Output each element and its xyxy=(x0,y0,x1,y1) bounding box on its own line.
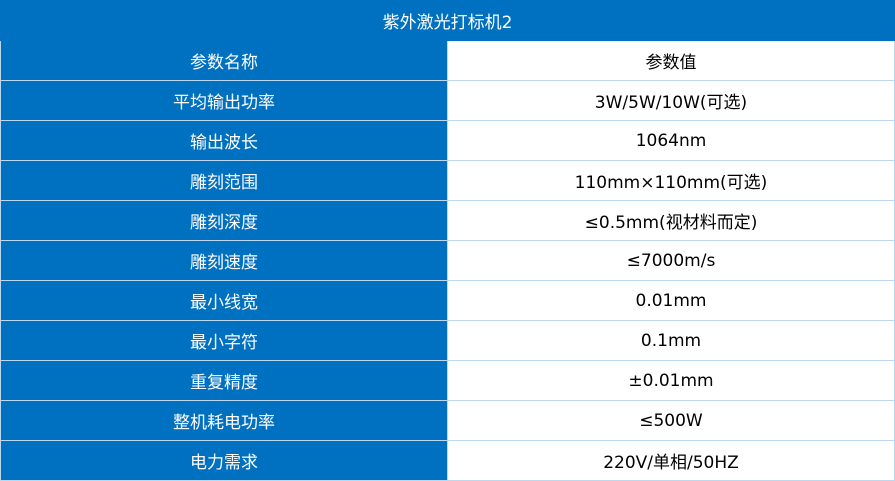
table-row: 最小线宽 0.01mm xyxy=(0,280,895,321)
param-value: ±0.01mm xyxy=(447,360,895,401)
table-row: 输出波长 1064nm xyxy=(0,120,895,161)
title-row: 紫外激光打标机2 xyxy=(0,0,895,41)
param-name: 雕刻范围 xyxy=(0,160,448,201)
param-value: ≤7000m/s xyxy=(447,240,895,281)
param-value: 1064nm xyxy=(447,120,895,161)
param-name: 雕刻深度 xyxy=(0,200,448,241)
header-row: 参数名称 参数值 xyxy=(0,40,895,81)
table-row: 雕刻深度 ≤0.5mm(视材料而定) xyxy=(0,200,895,241)
param-name: 平均输出功率 xyxy=(0,80,448,121)
table-row: 重复精度 ±0.01mm xyxy=(0,360,895,401)
table-row: 整机耗电功率 ≤500W xyxy=(0,400,895,441)
table-row: 平均输出功率 3W/5W/10W(可选) xyxy=(0,80,895,121)
param-name: 电力需求 xyxy=(0,440,448,481)
table-row: 电力需求 220V/单相/50HZ xyxy=(0,440,895,481)
param-value: ≤0.5mm(视材料而定) xyxy=(447,200,895,241)
table-row: 雕刻范围 110mm×110mm(可选) xyxy=(0,160,895,201)
param-value: 0.1mm xyxy=(447,320,895,361)
table-row: 雕刻速度 ≤7000m/s xyxy=(0,240,895,281)
param-value: 220V/单相/50HZ xyxy=(447,440,895,481)
header-name: 参数名称 xyxy=(0,40,448,81)
table-title: 紫外激光打标机2 xyxy=(0,0,895,41)
header-value: 参数值 xyxy=(447,40,895,81)
param-name: 重复精度 xyxy=(0,360,448,401)
table-row: 最小字符 0.1mm xyxy=(0,320,895,361)
param-value: ≤500W xyxy=(447,400,895,441)
param-name: 最小线宽 xyxy=(0,280,448,321)
param-name: 整机耗电功率 xyxy=(0,400,448,441)
param-value: 0.01mm xyxy=(447,280,895,321)
param-value: 110mm×110mm(可选) xyxy=(447,160,895,201)
param-value: 3W/5W/10W(可选) xyxy=(447,80,895,121)
param-name: 雕刻速度 xyxy=(0,240,448,281)
param-name: 最小字符 xyxy=(0,320,448,361)
param-name: 输出波长 xyxy=(0,120,448,161)
